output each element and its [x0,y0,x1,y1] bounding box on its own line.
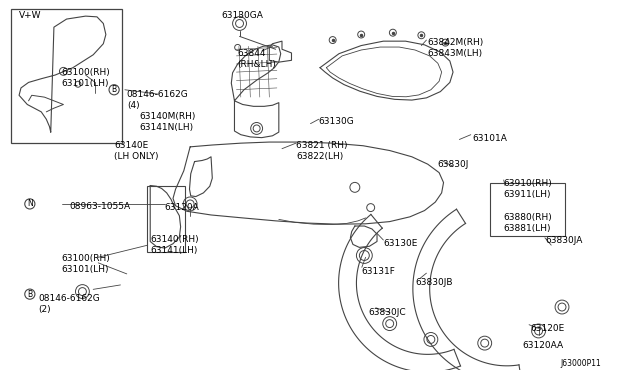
Text: 63880(RH)
63881(LH): 63880(RH) 63881(LH) [504,213,552,233]
Bar [490,183,564,236]
Text: 63130GA: 63130GA [222,10,264,20]
Text: 08146-6162G
(2): 08146-6162G (2) [38,294,100,314]
Text: 63120E: 63120E [531,324,564,333]
Text: 63100(RH)
63101(LH): 63100(RH) 63101(LH) [61,254,110,274]
Text: 63101A: 63101A [472,134,507,143]
Text: B: B [111,85,116,94]
Text: 08963-1055A: 08963-1055A [70,202,131,211]
Text: 63842M(RH)
63843M(LH): 63842M(RH) 63843M(LH) [428,38,484,58]
Text: 63830JA: 63830JA [545,236,582,245]
Bar [147,186,185,252]
Text: 63130G: 63130G [319,118,355,126]
Text: 63120A: 63120A [164,203,200,212]
Text: 63140E
(LH ONLY): 63140E (LH ONLY) [114,141,159,161]
Text: 63131F: 63131F [361,266,395,276]
Text: 63821 (RH)
63822(LH): 63821 (RH) 63822(LH) [296,141,348,161]
Text: 63120AA: 63120AA [523,341,564,350]
Text: J63000P11: J63000P11 [561,359,602,368]
Text: N: N [27,199,33,208]
Text: 63830JC: 63830JC [369,308,406,317]
Text: V+W: V+W [19,10,42,20]
Text: 63844
(RH&LH): 63844 (RH&LH) [237,49,276,69]
Text: 63830J: 63830J [438,160,469,169]
Text: 63130E: 63130E [383,239,418,248]
Text: 63830JB: 63830JB [415,278,452,287]
Bar [11,9,122,143]
Text: 63140M(RH)
63141N(LH): 63140M(RH) 63141N(LH) [140,112,196,132]
Text: 63140(RH)
63141(LH): 63140(RH) 63141(LH) [151,235,200,255]
Text: 63100(RH)
63101(LH): 63100(RH) 63101(LH) [61,68,110,88]
Text: 63910(RH)
63911(LH): 63910(RH) 63911(LH) [504,179,552,199]
Text: B: B [28,290,33,299]
Text: 08146-6162G
(4): 08146-6162G (4) [127,90,189,110]
